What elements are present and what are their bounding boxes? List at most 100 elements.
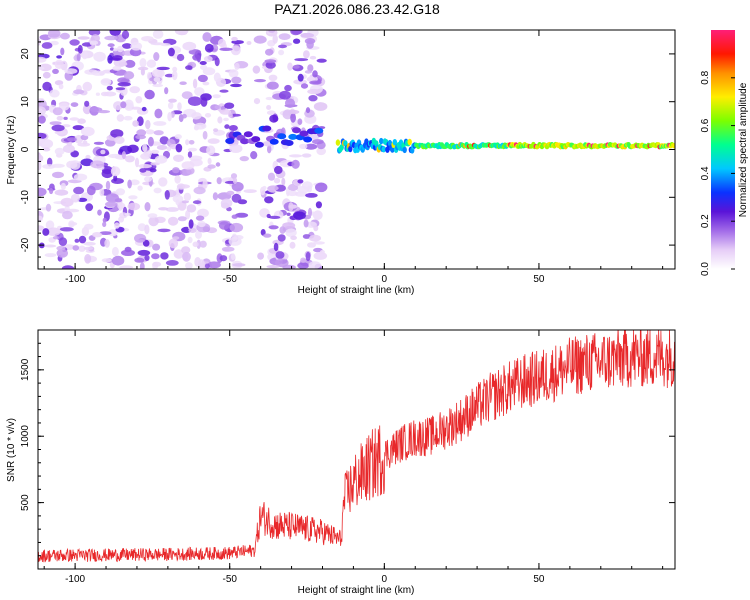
heatmap-cell [44, 253, 57, 258]
heatmap-cell [266, 105, 272, 110]
heatmap-cell [146, 59, 157, 68]
heatmap-cell [179, 81, 187, 85]
heatmap-cell [274, 165, 283, 175]
heatmap-cell [113, 47, 118, 52]
heatmap-cell [214, 105, 221, 110]
heatmap-cell [63, 116, 68, 120]
heatmap-cell [308, 207, 312, 217]
heatmap-cell [273, 177, 281, 184]
heatmap-cell [194, 257, 201, 267]
colorbar-tick-label: 0.4 [700, 166, 711, 180]
heatmap-cell [38, 115, 46, 124]
heatmap-cell [292, 127, 301, 134]
heatmap-marks [38, 30, 675, 269]
heatmap-cell [91, 70, 106, 76]
snr-x-tick-label: 0 [382, 574, 388, 585]
heatmap-cell [115, 188, 126, 196]
heatmap-cell [407, 138, 412, 146]
heatmap-cell [145, 129, 155, 135]
heatmap-cell [300, 83, 309, 89]
heatmap-cell [140, 153, 152, 160]
heatmap-cell [144, 202, 151, 212]
heatmap-cell [185, 262, 193, 269]
heatmap-cell [257, 252, 264, 260]
heatmap-cell [309, 55, 317, 60]
heatmap-cell [212, 192, 218, 201]
heatmap-cell [231, 193, 242, 203]
heatmap-cell [93, 51, 106, 62]
heatmap-cell [199, 61, 207, 65]
heatmap-y-tick-label: 20 [20, 48, 31, 60]
heatmap-cell [253, 35, 267, 44]
heatmap-cell [219, 255, 228, 262]
heatmap-cell [254, 141, 264, 148]
heatmap-cell [124, 59, 136, 68]
heatmap-cell [302, 234, 311, 239]
heatmap-cell [231, 76, 242, 84]
heatmap-cell [231, 40, 244, 45]
heatmap-cell [123, 71, 135, 80]
heatmap-cell [105, 193, 119, 203]
heatmap-cell [115, 87, 126, 91]
heatmap-cell [185, 139, 190, 146]
heatmap-cell [67, 137, 77, 142]
heatmap-cell [144, 254, 150, 261]
heatmap-cell [167, 112, 172, 122]
heatmap-x-tick-label: -50 [222, 274, 237, 285]
heatmap-cell [62, 144, 75, 153]
heatmap-x-tick-label: 50 [533, 274, 545, 285]
heatmap-cell [200, 97, 208, 107]
colorbar-tick-label: 0.0 [700, 262, 711, 276]
heatmap-cell [150, 162, 160, 166]
heatmap-cell [38, 66, 45, 70]
heatmap-cell [128, 195, 138, 200]
heatmap-cell [303, 50, 310, 59]
heatmap-cell [83, 241, 96, 246]
heatmap-cell [672, 143, 675, 149]
heatmap-cell [84, 100, 90, 107]
heatmap-cell [181, 113, 187, 119]
heatmap-cell [275, 251, 285, 259]
heatmap-cell [42, 228, 50, 236]
heatmap-cell [192, 241, 199, 248]
heatmap-cell [390, 146, 395, 153]
heatmap-cell [121, 151, 126, 160]
heatmap-cell [77, 44, 83, 54]
heatmap-cell [135, 96, 143, 104]
heatmap-cell [263, 233, 272, 238]
heatmap-cell [144, 89, 155, 100]
heatmap-cell [104, 35, 118, 41]
heatmap-cell [215, 162, 221, 167]
heatmap-cell [316, 58, 327, 63]
heatmap-cell [228, 69, 239, 78]
heatmap-cell [297, 262, 309, 269]
heatmap-cell [185, 65, 193, 70]
heatmap-cell [177, 102, 182, 111]
heatmap-cell [306, 39, 314, 49]
heatmap-cell [288, 133, 298, 140]
heatmap-cell [58, 237, 68, 247]
heatmap-cell [85, 154, 91, 160]
heatmap-cell [197, 208, 209, 218]
heatmap-cell [299, 130, 309, 137]
heatmap-cell [153, 52, 160, 61]
heatmap-cell [102, 221, 107, 227]
heatmap-cell [58, 84, 64, 90]
heatmap-cell [86, 185, 96, 196]
heatmap-cell [49, 89, 60, 98]
heatmap-cell [207, 157, 212, 165]
heatmap-cell [70, 193, 80, 203]
heatmap-cell [56, 248, 68, 258]
heatmap-cell [69, 117, 80, 121]
heatmap-cell [176, 183, 186, 190]
heatmap-cell [309, 80, 322, 85]
heatmap-cell [152, 30, 164, 39]
heatmap-cell [307, 88, 321, 95]
heatmap-cell [121, 249, 135, 256]
heatmap-cell [80, 126, 95, 137]
heatmap-cell [50, 40, 59, 46]
heatmap-cell [293, 211, 306, 220]
heatmap-cell [111, 255, 125, 266]
snr-y-tick-label: 1500 [20, 358, 31, 381]
